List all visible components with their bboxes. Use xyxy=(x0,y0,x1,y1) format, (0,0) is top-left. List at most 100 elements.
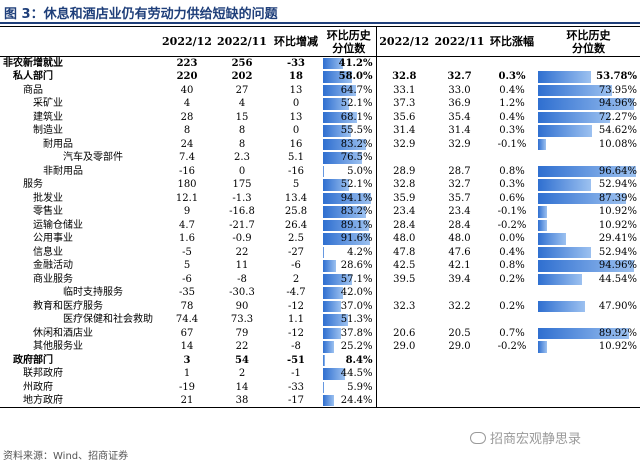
table-cell: 32.9 xyxy=(375,137,432,151)
table-cell: 23.4 xyxy=(448,206,471,218)
figure-title-bar: 图 3：休息和酒店业仍有劳动力供给短缺的问题 xyxy=(0,0,640,24)
table-cell: 0.4% xyxy=(499,111,525,123)
table-cell: 8 xyxy=(238,125,246,137)
table-cell: 1.1 xyxy=(288,314,304,326)
percentile-cell xyxy=(537,151,640,165)
percentile-bar xyxy=(538,300,586,312)
table-cell: 78 xyxy=(180,300,194,312)
table-cell: -12 xyxy=(287,300,305,312)
table-cell: -12 xyxy=(287,327,305,339)
percentile-bar xyxy=(323,300,341,312)
percentile-bar xyxy=(538,111,611,123)
table-cell: 建筑业 xyxy=(33,111,63,123)
percentile-cell: 28.6% xyxy=(322,259,376,273)
percentile-value: 44.54% xyxy=(598,273,637,285)
table-cell: 15 xyxy=(235,111,249,123)
percentile-value: 73.95% xyxy=(598,84,637,96)
percentile-value: 87.39% xyxy=(598,192,637,204)
percentile-value: 83.2% xyxy=(340,138,373,150)
percentile-bar xyxy=(323,152,362,164)
percentile-cell: 83.2% xyxy=(322,205,376,219)
table-cell: 33.1 xyxy=(375,83,432,97)
table-cell xyxy=(432,367,487,381)
percentile-cell xyxy=(537,313,640,327)
table-cell: -27 xyxy=(287,246,305,258)
header-cell: 环比历史 分位数 xyxy=(322,26,376,57)
table-cell: 31.4 xyxy=(448,125,471,137)
percentile-cell: 68.1% xyxy=(322,111,376,125)
table-cell: 16 xyxy=(289,138,303,150)
table-row: 服务 180 175 5 52.1% 32.8 32.7 0.3% 52.94% xyxy=(0,178,640,192)
percentile-bar xyxy=(323,368,345,380)
table-cell: -51 xyxy=(286,354,306,366)
table-cell: 35.9 xyxy=(375,191,432,205)
table-cell: -5 xyxy=(182,246,192,258)
percentile-value: 64.7% xyxy=(340,84,373,96)
table-cell: 29.0 xyxy=(448,341,471,353)
table-cell: 38 xyxy=(214,394,270,408)
table-cell: 14 xyxy=(180,341,194,353)
table-cell: 27 xyxy=(235,84,249,96)
percentile-bar xyxy=(323,327,342,339)
table-cell: 4 xyxy=(238,98,246,110)
table-cell xyxy=(432,354,487,368)
header-cell: 2022/12 xyxy=(375,26,432,57)
percentile-cell: 91.6% xyxy=(322,232,376,246)
table-cell: -0.1% xyxy=(497,138,527,150)
table-cell: 22 xyxy=(235,341,249,353)
percentile-cell: 58.0% xyxy=(322,70,376,84)
table-cell: 33.0 xyxy=(448,84,471,96)
percentile-cell: 89.1% xyxy=(322,219,376,233)
percentile-bar xyxy=(538,192,626,204)
table-cell xyxy=(487,313,537,327)
table-cell: 汽车及零部件 xyxy=(63,152,123,164)
table-cell: 0.8% xyxy=(499,165,525,177)
watermark-text: 招商宏观静思录 xyxy=(490,432,582,447)
table-cell: 48.0 xyxy=(448,233,471,245)
percentile-value: 41.2% xyxy=(338,58,373,69)
percentile-cell: 5.0% xyxy=(322,165,376,179)
table-cell: 零售业 xyxy=(33,206,63,218)
table-cell: 政府部门 xyxy=(13,354,53,366)
table-cell: 9 xyxy=(183,206,191,218)
table-cell: 47.8 xyxy=(375,245,432,259)
table-cell: 32.3 xyxy=(375,299,432,313)
percentile-cell: 10.92% xyxy=(537,205,640,219)
percentile-cell: 52.1% xyxy=(322,97,376,111)
table-cell: 1.2% xyxy=(499,98,525,110)
table-cell: 非耐用品 xyxy=(43,165,83,177)
table-cell xyxy=(432,57,487,71)
table-row: 建筑业 28 15 13 68.1% 35.6 35.4 0.4% 72.27% xyxy=(0,110,640,125)
table-cell: -30.3 xyxy=(229,287,255,299)
percentile-bar xyxy=(323,395,335,406)
percentile-cell xyxy=(537,286,640,300)
table-cell: 0.0% xyxy=(499,233,525,245)
percentile-bar xyxy=(323,314,349,326)
table-cell: 服务 xyxy=(23,179,43,191)
percentile-cell: 52.94% xyxy=(537,246,640,260)
table-cell: 36.9 xyxy=(448,98,471,110)
percentile-cell: 37.8% xyxy=(322,327,376,341)
table-cell: 金融活动 xyxy=(33,260,73,272)
table-cell: 32.7 xyxy=(448,179,471,191)
table-cell: 休闲和酒店业 xyxy=(33,327,93,339)
employment-table: 2022/12 2022/11 环比增减 环比历史 分位数 2022/12 20… xyxy=(0,26,640,408)
table-cell xyxy=(375,353,432,367)
table-row: 联邦政府 1 2 -1 44.5% xyxy=(0,367,640,381)
percentile-cell: 24.4% xyxy=(322,394,376,408)
percentile-cell xyxy=(537,354,640,368)
table-cell: 5 xyxy=(183,260,191,272)
table-cell: 2 xyxy=(292,273,300,285)
table-cell: 0.2% xyxy=(499,300,525,312)
table-cell: 0 xyxy=(292,98,300,110)
percentile-cell: 72.27% xyxy=(537,111,640,125)
table-row: 休闲和酒店业 67 79 -12 37.8% 20.6 20.5 0.7% 89.92% xyxy=(0,326,640,341)
table-cell: 29.0 xyxy=(375,340,432,354)
percentile-cell: 73.95% xyxy=(537,84,640,98)
percentile-cell: 52.1% xyxy=(322,178,376,192)
percentile-cell: 5.9% xyxy=(322,381,376,395)
table-cell: 42.1 xyxy=(448,260,471,272)
table-cell: 32.2 xyxy=(448,300,471,312)
table-cell: -19 xyxy=(178,381,196,393)
table-cell xyxy=(375,56,432,70)
